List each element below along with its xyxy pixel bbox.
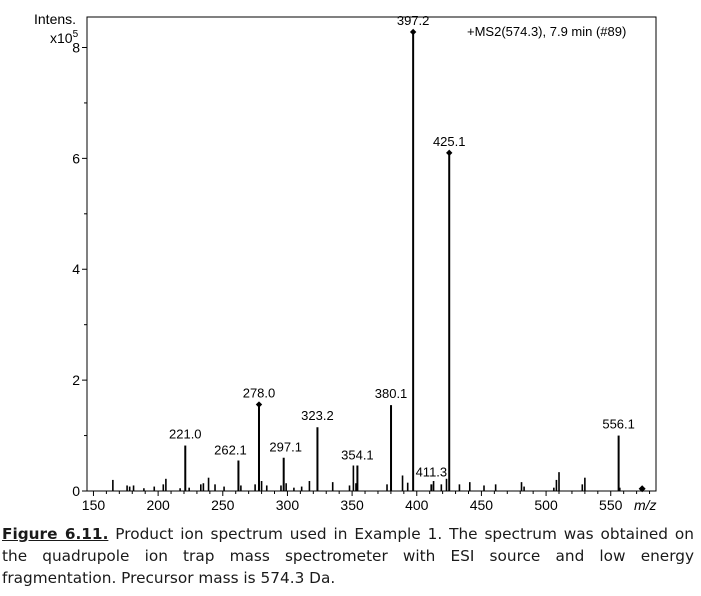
y-axis-label: Intens. [34, 11, 76, 27]
peak-label: 221.0 [169, 427, 202, 442]
caption-figure-label: Figure 6.11. [2, 525, 109, 543]
caption-text: Product ion spectrum used in Example 1. … [2, 525, 694, 587]
precursor-marker [638, 485, 646, 493]
y-tick-label: 0 [72, 483, 80, 499]
peak-label: 323.2 [301, 408, 334, 423]
y-tick-label: 4 [72, 261, 80, 277]
y-tick-label: 2 [72, 372, 80, 388]
y-tick-label: 8 [72, 39, 80, 55]
peak-marker [446, 149, 453, 157]
peak-label: 425.1 [433, 134, 466, 149]
y-axis-multiplier: x105 [50, 29, 79, 46]
peak-label: 278.0 [243, 386, 276, 401]
peak-marker [255, 401, 263, 408]
peak-label: 380.1 [375, 386, 408, 401]
x-tick-label: 450 [470, 497, 494, 513]
figure-caption: Figure 6.11. Product ion spectrum used i… [2, 523, 694, 589]
peak-sticks [112, 28, 646, 493]
peak-labels: 221.0 262.1 278.0 297.1 323.2 354.1 380.1 397.2… [169, 13, 635, 479]
x-tick-label: 150 [82, 497, 106, 513]
peak-label: 297.1 [269, 440, 302, 455]
plot-frame [86, 16, 657, 492]
x-tick-label: 500 [534, 497, 558, 513]
x-tick-label: 300 [276, 497, 300, 513]
x-tick-label: 550 [599, 497, 623, 513]
peak-label: 411.3 [416, 464, 448, 479]
peak-marker [409, 28, 417, 36]
chart-axes: 0 2 4 6 8 150 200 250 300 350 400 450 500 550 [72, 16, 657, 513]
y-tick-label: 6 [72, 150, 80, 166]
peak-label: 262.1 [214, 443, 247, 458]
x-tick-label: 350 [340, 497, 364, 513]
peak-label: 397.2 [397, 13, 430, 28]
peak-label: 354.1 [341, 447, 374, 462]
x-tick-label: 200 [146, 497, 170, 513]
x-tick-label: 400 [405, 497, 429, 513]
mass-spectrum-chart: Intens. x105 +MS2(574.3), 7.9 min (#89) … [34, 11, 657, 513]
x-tick-label: 250 [211, 497, 235, 513]
peak-label: 556.1 [602, 417, 635, 432]
spectrum-header: +MS2(574.3), 7.9 min (#89) [467, 24, 626, 39]
x-axis-label: m/z [634, 497, 657, 513]
